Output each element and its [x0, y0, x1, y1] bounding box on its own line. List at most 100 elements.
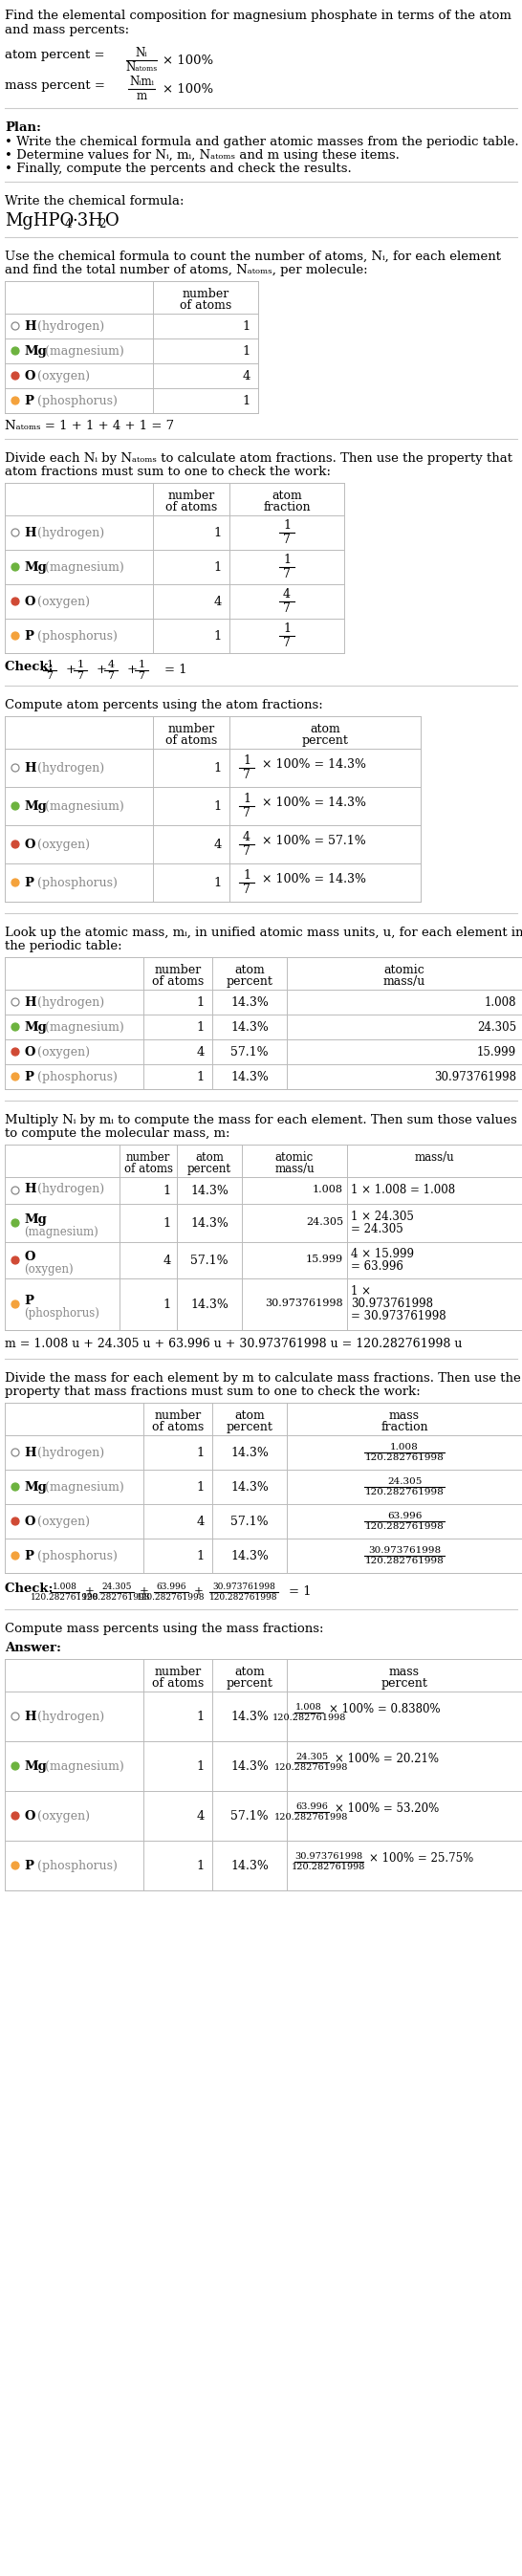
Text: Nᵢ: Nᵢ [136, 46, 148, 59]
Text: number: number [182, 289, 229, 301]
Text: × 100% = 14.3%: × 100% = 14.3% [262, 873, 366, 886]
Text: 1: 1 [243, 868, 251, 881]
Text: 14.3%: 14.3% [231, 1448, 269, 1458]
Text: 1: 1 [283, 520, 291, 531]
Text: 14.3%: 14.3% [191, 1298, 229, 1311]
Text: 63.996: 63.996 [295, 1803, 328, 1811]
Text: 1: 1 [197, 1710, 205, 1723]
Text: 1: 1 [243, 319, 251, 332]
Text: (magnesium): (magnesium) [41, 1020, 124, 1033]
Circle shape [11, 1484, 19, 1492]
Text: 120.282761998: 120.282761998 [275, 1814, 349, 1821]
Text: 1 × 1.008 = 1.008: 1 × 1.008 = 1.008 [351, 1185, 455, 1195]
Text: property that mass fractions must sum to one to check the work:: property that mass fractions must sum to… [5, 1386, 420, 1399]
Text: P: P [24, 1296, 33, 1306]
Text: 120.282761998: 120.282761998 [31, 1592, 99, 1602]
Text: fraction: fraction [381, 1422, 428, 1432]
Circle shape [11, 1551, 19, 1558]
Text: 1: 1 [163, 1185, 171, 1198]
Text: (hydrogen): (hydrogen) [33, 997, 104, 1010]
Text: Compute mass percents using the mass fractions:: Compute mass percents using the mass fra… [5, 1623, 324, 1636]
Text: 1: 1 [243, 793, 251, 806]
Text: 7: 7 [283, 636, 291, 649]
Text: (oxygen): (oxygen) [33, 840, 90, 850]
Text: +: + [85, 1584, 94, 1597]
Circle shape [11, 878, 19, 886]
Text: percent: percent [226, 1677, 273, 1690]
Text: • Finally, compute the percents and check the results.: • Finally, compute the percents and chec… [5, 162, 352, 175]
Text: 120.282761998: 120.282761998 [292, 1862, 366, 1870]
Text: number: number [155, 963, 201, 976]
Text: atom: atom [234, 1667, 265, 1677]
Text: 1.008: 1.008 [313, 1185, 343, 1195]
Circle shape [11, 322, 19, 330]
Circle shape [11, 397, 19, 404]
Text: mass percent =: mass percent = [5, 80, 109, 93]
Text: mass/u: mass/u [383, 976, 425, 987]
Text: +: + [97, 665, 107, 675]
Text: percent: percent [226, 976, 273, 987]
Text: 57.1%: 57.1% [231, 1046, 268, 1059]
Text: H: H [24, 1182, 36, 1195]
Text: (oxygen): (oxygen) [24, 1262, 73, 1275]
Text: 7: 7 [243, 845, 251, 858]
Text: of atoms: of atoms [165, 502, 217, 513]
Text: Nₐₜₒₘₛ = 1 + 1 + 4 + 1 = 7: Nₐₜₒₘₛ = 1 + 1 + 4 + 1 = 7 [5, 420, 174, 433]
Text: 1: 1 [243, 755, 251, 768]
Text: 4: 4 [65, 219, 72, 229]
Text: 1: 1 [214, 562, 222, 574]
Circle shape [11, 598, 19, 605]
Text: m = 1.008 u + 24.305 u + 63.996 u + 30.973761998 u = 120.282761998 u: m = 1.008 u + 24.305 u + 63.996 u + 30.9… [5, 1337, 462, 1350]
Text: (magnesium): (magnesium) [41, 801, 124, 814]
Text: 4: 4 [243, 832, 251, 842]
Text: Mg: Mg [24, 562, 46, 574]
Text: 4: 4 [163, 1255, 171, 1267]
Text: 14.3%: 14.3% [231, 997, 269, 1010]
Text: × 100% = 14.3%: × 100% = 14.3% [262, 796, 366, 809]
Text: number: number [155, 1667, 201, 1677]
Text: 1: 1 [197, 1072, 205, 1084]
Text: 14.3%: 14.3% [231, 1551, 269, 1564]
Text: 1: 1 [163, 1298, 171, 1311]
Text: 4: 4 [197, 1515, 205, 1528]
Circle shape [11, 1048, 19, 1056]
Text: 1: 1 [197, 1020, 205, 1033]
Circle shape [11, 1188, 19, 1195]
Text: 14.3%: 14.3% [191, 1185, 229, 1198]
Text: P: P [24, 394, 33, 407]
Text: Find the elemental composition for magnesium phosphate in terms of the atom: Find the elemental composition for magne… [5, 10, 512, 23]
Text: percent: percent [226, 1422, 273, 1432]
Text: atom: atom [195, 1151, 223, 1164]
Text: × 100% = 14.3%: × 100% = 14.3% [262, 757, 366, 770]
Text: 4: 4 [283, 587, 291, 600]
Text: atom: atom [271, 489, 302, 502]
Text: 1: 1 [163, 1218, 171, 1229]
Text: +: + [127, 665, 138, 675]
Text: 1: 1 [283, 554, 291, 567]
Text: 7: 7 [46, 672, 53, 680]
Circle shape [11, 1301, 19, 1309]
Text: (magnesium): (magnesium) [41, 562, 124, 574]
Text: O: O [24, 371, 35, 381]
Text: (phosphorus): (phosphorus) [24, 1306, 99, 1319]
Circle shape [11, 1448, 19, 1455]
Circle shape [11, 1517, 19, 1525]
Text: 1: 1 [214, 631, 222, 641]
Text: to compute the molecular mass, m:: to compute the molecular mass, m: [5, 1128, 230, 1139]
Text: (magnesium): (magnesium) [41, 1759, 124, 1772]
Circle shape [11, 840, 19, 848]
Text: Answer:: Answer: [5, 1641, 61, 1654]
Text: 7: 7 [77, 672, 84, 680]
Text: Look up the atomic mass, mᵢ, in unified atomic mass units, u, for each element i: Look up the atomic mass, mᵢ, in unified … [5, 927, 522, 940]
Text: number: number [155, 1409, 201, 1422]
Text: (hydrogen): (hydrogen) [33, 1710, 104, 1723]
Text: P: P [24, 631, 33, 641]
Text: +: + [139, 1584, 149, 1597]
Text: O: O [24, 1811, 35, 1821]
Text: 1.008: 1.008 [295, 1703, 322, 1710]
Text: 15.999: 15.999 [477, 1046, 516, 1059]
Text: 14.3%: 14.3% [231, 1072, 269, 1084]
Circle shape [11, 765, 19, 773]
Text: 1: 1 [197, 1759, 205, 1772]
Text: = 1: = 1 [164, 665, 187, 675]
